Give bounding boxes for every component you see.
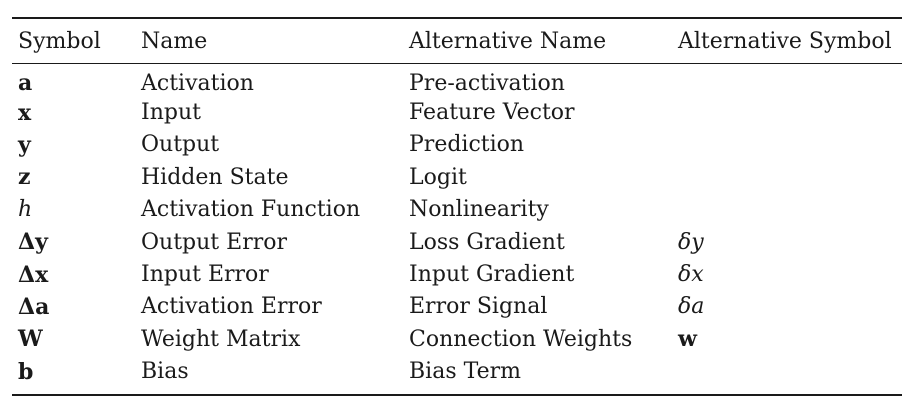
cell-alternative-symbol: δy: [672, 226, 902, 258]
table-header: Symbol Name Alternative Name Alternative…: [12, 19, 902, 63]
cell-name: Output: [141, 132, 220, 158]
cell-alternative-symbol: w: [672, 323, 902, 355]
cell-name: Activation: [141, 70, 254, 96]
cell-alternative-name: Error Signal: [409, 294, 548, 320]
table-row: z Hidden State Logit: [12, 161, 902, 193]
symbol-text: x: [18, 99, 32, 126]
notation-table-body: a Activation Pre-activation x Input Feat…: [12, 64, 902, 388]
alternative-symbol-text: δy: [678, 229, 704, 255]
table-row: x Input Feature Vector: [12, 96, 902, 128]
notation-table: Symbol Name Alternative Name Alternative…: [12, 19, 902, 63]
header-name: Name: [141, 28, 208, 54]
cell-name: Input Error: [141, 262, 269, 288]
cell-symbol: h: [12, 194, 135, 226]
header-alternative-name: Alternative Name: [409, 28, 607, 54]
cell-alternative-name: Feature Vector: [409, 100, 575, 126]
cell-symbol: Δx: [12, 258, 135, 290]
symbol-text: a: [18, 70, 33, 97]
cell-alternative-symbol: [672, 64, 902, 96]
alternative-symbol-text: δa: [678, 294, 705, 320]
cell-alternative-name: Bias Term: [409, 359, 521, 385]
table-body: a Activation Pre-activation x Input Feat…: [12, 64, 902, 388]
cell-alternative-symbol: δa: [672, 291, 902, 323]
cell-alternative-name: Prediction: [409, 132, 525, 158]
cell-alternative-name: Loss Gradient: [409, 229, 565, 255]
alternative-symbol-text: w: [678, 326, 697, 353]
symbol-text: y: [18, 131, 31, 158]
bottom-rule: [12, 393, 902, 396]
cell-alternative-name: Connection Weights: [409, 326, 633, 352]
table-row: W Weight Matrix Connection Weights w: [12, 323, 902, 355]
cell-alternative-symbol: δx: [672, 258, 902, 290]
cell-alternative-symbol: [672, 96, 902, 128]
cell-alternative-symbol: [672, 356, 902, 388]
cell-symbol: Δa: [12, 291, 135, 323]
table-row: a Activation Pre-activation: [12, 64, 902, 96]
mid-rule: [12, 63, 902, 64]
cell-name: Output Error: [141, 229, 287, 255]
symbol-text: Δy: [18, 229, 48, 256]
cell-name: Input: [141, 100, 201, 126]
symbol-text: Δa: [18, 293, 50, 320]
cell-symbol: Δy: [12, 226, 135, 258]
cell-symbol: a: [12, 64, 135, 96]
top-rule: [12, 17, 902, 19]
cell-symbol: z: [12, 161, 135, 193]
table-row: Δx Input Error Input Gradient δx: [12, 258, 902, 290]
cell-symbol: b: [12, 356, 135, 388]
cell-symbol: y: [12, 129, 135, 161]
table-row: Δa Activation Error Error Signal δa: [12, 291, 902, 323]
symbol-text: Δx: [18, 261, 49, 288]
header-alternative-symbol: Alternative Symbol: [678, 28, 892, 54]
table-row: y Output Prediction: [12, 129, 902, 161]
cell-name: Activation Error: [141, 294, 322, 320]
cell-name: Weight Matrix: [141, 326, 301, 352]
cell-name: Bias: [141, 359, 189, 385]
cell-alternative-symbol: [672, 129, 902, 161]
cell-symbol: W: [12, 323, 135, 355]
cell-name: Hidden State: [141, 164, 289, 190]
table-row: Δy Output Error Loss Gradient δy: [12, 226, 902, 258]
table-row: h Activation Function Nonlinearity: [12, 194, 902, 226]
alternative-symbol-text: δx: [678, 262, 704, 288]
cell-name: Activation Function: [141, 197, 361, 223]
cell-alternative-name: Pre-activation: [409, 70, 565, 96]
symbol-text: z: [18, 164, 31, 191]
symbol-text: h: [18, 197, 33, 223]
cell-alternative-symbol: [672, 161, 902, 193]
cell-symbol: x: [12, 96, 135, 128]
cell-alternative-name: Input Gradient: [409, 262, 575, 288]
header-symbol: Symbol: [18, 28, 101, 54]
symbol-text: W: [18, 326, 43, 353]
notation-table-container: Symbol Name Alternative Name Alternative…: [12, 17, 902, 396]
cell-alternative-name: Nonlinearity: [409, 197, 549, 223]
header-row: Symbol Name Alternative Name Alternative…: [12, 19, 902, 63]
symbol-text: b: [18, 358, 34, 385]
table-row: b Bias Bias Term: [12, 356, 902, 388]
cell-alternative-symbol: [672, 194, 902, 226]
cell-alternative-name: Logit: [409, 164, 467, 190]
